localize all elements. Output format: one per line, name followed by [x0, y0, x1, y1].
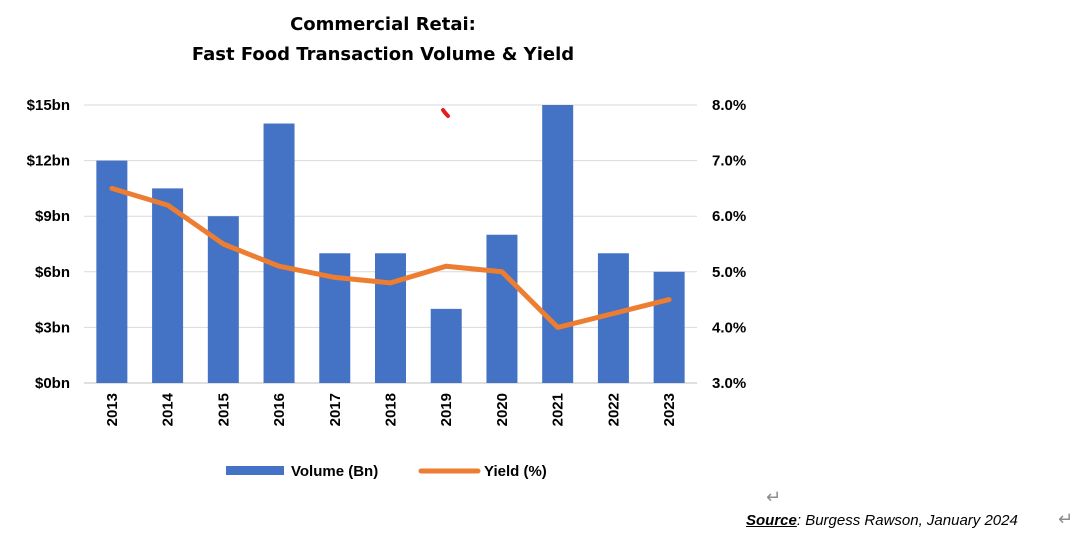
volume-bar-2014: [152, 188, 184, 383]
right-axis-tick-labels: 3.0% 4.0% 5.0% 6.0% 7.0% 8.0%: [712, 97, 746, 392]
x-tick-label-2019: 2019: [438, 393, 455, 426]
right-tick-label: 6.0%: [712, 208, 746, 225]
legend-yield-label: Yield (%): [484, 463, 547, 480]
left-tick-label: $6bn: [35, 264, 70, 281]
x-axis-tick-labels: 2013 2014 2015 2016 2017 2018 2019 2020 2021 2022…: [104, 392, 678, 426]
source-text: : Burgess Rawson, January 2024: [796, 512, 1018, 529]
red-annotation-mark: [441, 108, 450, 118]
left-tick-label: $3bn: [35, 319, 70, 336]
source-note: Source: Burgess Rawson, January 2024: [746, 512, 1018, 529]
legend-volume-swatch: [226, 466, 284, 475]
right-tick-label: 8.0%: [712, 97, 746, 114]
x-tick-label-2013: 2013: [104, 393, 121, 426]
x-tick-label-2015: 2015: [215, 393, 232, 426]
right-tick-label: 5.0%: [712, 264, 746, 281]
volume-bar-2016: [263, 123, 295, 384]
paragraph-return-mark-end: ↵: [1058, 509, 1073, 530]
paragraph-return-mark: ↵: [766, 487, 781, 508]
left-tick-label: $12bn: [27, 153, 70, 170]
volume-bar-2013: [96, 160, 128, 383]
x-tick-label-2014: 2014: [160, 392, 177, 426]
x-tick-label-2022: 2022: [605, 393, 622, 426]
volume-bar-2021: [542, 105, 574, 383]
chart-title-line-1: Commercial Retai:: [290, 14, 476, 35]
right-tick-label: 3.0%: [712, 375, 746, 392]
chart-title-line-2: Fast Food Transaction Volume & Yield: [192, 44, 574, 65]
x-tick-label-2016: 2016: [271, 393, 288, 426]
right-tick-label: 4.0%: [712, 319, 746, 336]
yield-line-layer: [109, 185, 672, 330]
legend: Volume (Bn) Yield (%): [226, 463, 547, 480]
left-tick-label: $9bn: [35, 208, 70, 225]
x-tick-label-2017: 2017: [327, 393, 344, 426]
volume-bar-2019: [430, 308, 462, 383]
volume-bars: [96, 105, 685, 384]
left-tick-label: $0bn: [35, 375, 70, 392]
legend-volume-label: Volume (Bn): [291, 463, 378, 480]
x-tick-label-2020: 2020: [494, 393, 511, 426]
source-key: Source: [746, 512, 797, 529]
x-tick-label-2023: 2023: [661, 393, 678, 426]
x-tick-label-2021: 2021: [550, 393, 567, 426]
volume-bar-2020: [486, 234, 518, 383]
volume-bar-2018: [375, 253, 406, 383]
left-axis-tick-labels: $0bn $3bn $6bn $9bn $12bn $15bn: [27, 97, 70, 392]
left-tick-label: $15bn: [27, 97, 70, 114]
x-tick-label-2018: 2018: [383, 393, 400, 426]
right-tick-label: 7.0%: [712, 153, 746, 170]
volume-bar-2023: [653, 271, 685, 383]
